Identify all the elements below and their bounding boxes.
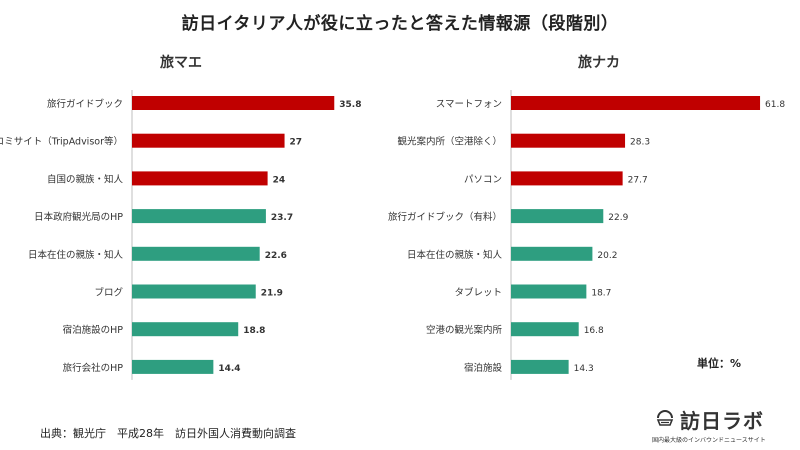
- data-label: 22.6: [265, 251, 287, 261]
- category-label: 日本政府観光局のHP: [34, 211, 123, 223]
- bar: [132, 171, 268, 186]
- category-label: 自国の親族・知人: [47, 173, 124, 185]
- bar: [132, 284, 256, 299]
- category-label: 空港の観光案内所: [426, 324, 503, 336]
- category-label: スマートフォン: [436, 99, 502, 110]
- unit-label: 単位：%: [697, 357, 742, 370]
- category-label: 宿泊施設: [464, 362, 503, 374]
- data-label: 27.7: [628, 175, 648, 185]
- logo-name: 訪日ラボ: [680, 409, 764, 433]
- bar: [511, 322, 579, 337]
- bar: [132, 133, 285, 148]
- logo: 訪日ラボ 国内最大級のインバウンドニュースサイト: [652, 407, 792, 447]
- data-label: 27: [290, 138, 303, 148]
- data-label: 18.8: [243, 326, 265, 336]
- logo-mark-icon: [656, 410, 674, 426]
- bar: [132, 96, 335, 110]
- bar: [132, 322, 239, 337]
- bar: [511, 133, 626, 148]
- logo-tagline: 国内最大級のインバウンドニュースサイト: [652, 437, 766, 444]
- source-note: 出典：観光庁 平成28年 訪日外国人消費動向調査: [40, 427, 296, 440]
- category-label: 日本在住の親族・知人: [407, 249, 503, 261]
- category-label: 宿泊施設のHP: [63, 324, 124, 336]
- category-label: 旅行ガイドブック（有料）: [388, 211, 502, 223]
- category-label: 口コミサイト（TripAdvisor等）: [0, 136, 123, 148]
- data-label: 20.2: [597, 251, 617, 261]
- data-label: 14.4: [218, 364, 240, 374]
- category-label: 観光案内所（空港除く）: [397, 136, 502, 148]
- category-label: タブレット: [454, 287, 502, 299]
- category-label: 日本在住の親族・知人: [28, 249, 124, 261]
- data-label: 22.9: [608, 213, 628, 223]
- data-label: 23.7: [271, 213, 293, 223]
- data-label: 14.3: [574, 364, 594, 374]
- category-label: 旅行ガイドブック: [47, 98, 123, 110]
- bar: [511, 359, 569, 374]
- data-label: 28.3: [630, 138, 650, 148]
- data-label: 21.9: [261, 289, 283, 299]
- panel-title-left: 旅マエ: [160, 55, 202, 71]
- category-label: ブログ: [94, 287, 123, 299]
- data-label: 61.8: [765, 100, 785, 110]
- data-label: 24: [273, 175, 286, 185]
- category-label: 旅行会社のHP: [63, 362, 124, 374]
- bar: [511, 284, 587, 299]
- bar: [511, 246, 593, 261]
- bar: [511, 209, 604, 224]
- bar: [511, 171, 623, 186]
- data-label: 35.8: [339, 100, 361, 110]
- panel-title-right: 旅ナカ: [578, 55, 620, 71]
- bar: [132, 359, 214, 374]
- chart-title: 訪日イタリア人が役に立ったと答えた情報源（段階別）: [181, 14, 619, 34]
- bar: [511, 96, 761, 110]
- data-label: 18.7: [591, 289, 611, 299]
- data-label: 16.8: [584, 326, 604, 336]
- bar: [132, 246, 260, 261]
- category-label: パソコン: [464, 174, 502, 185]
- bar: [132, 209, 266, 224]
